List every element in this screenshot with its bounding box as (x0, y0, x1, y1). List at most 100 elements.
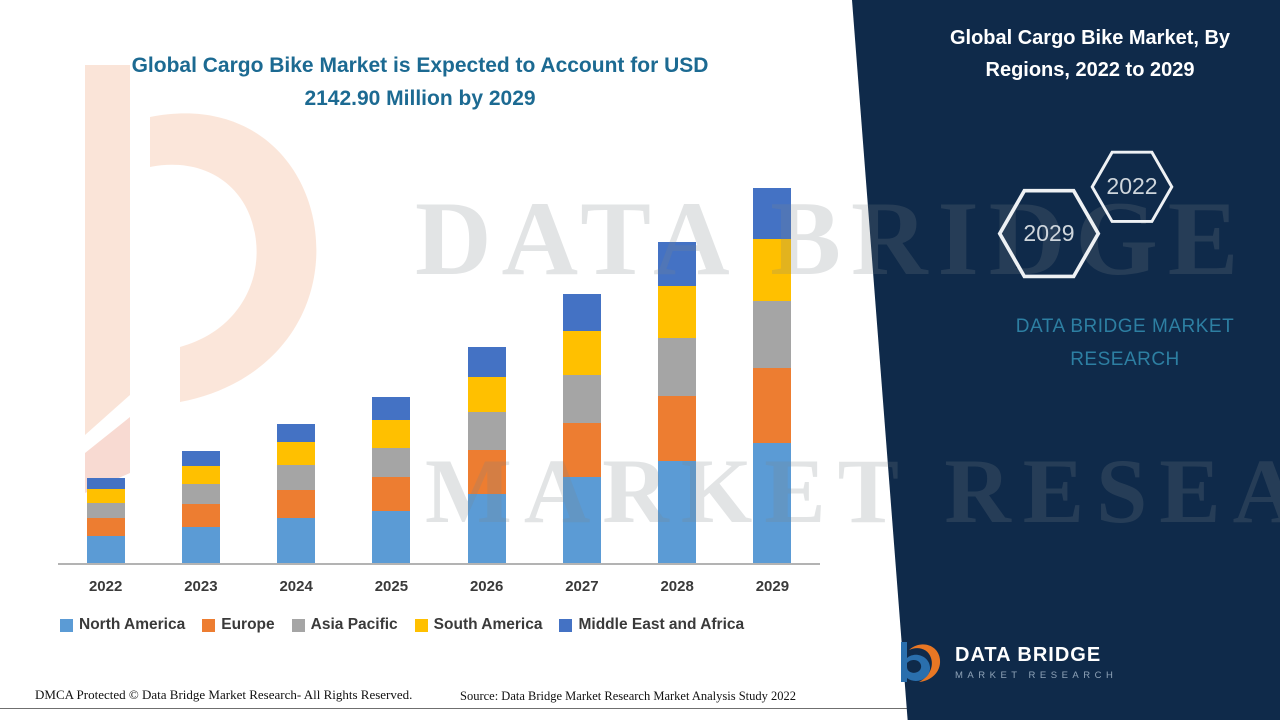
bar-segment-south-america (277, 442, 316, 465)
stacked-bar-2029 (753, 178, 792, 563)
hexagon-2029: 2029 (997, 188, 1101, 279)
stacked-bar-2022 (86, 178, 125, 563)
bar-segment-asia-pacific (562, 374, 601, 423)
bar-segment-south-america (562, 331, 601, 375)
stacked-bar-2028 (658, 178, 697, 563)
bar-segment-middle-east-and-africa (562, 294, 601, 332)
x-axis-label-2029: 2029 (755, 578, 790, 595)
dmca-notice: DMCA Protected © Data Bridge Market Rese… (35, 687, 413, 702)
legend-item-south-america: South America (414, 616, 543, 634)
bar-segment-north-america (277, 518, 316, 563)
x-axis-label-2022: 2022 (88, 578, 123, 595)
plot-area (58, 178, 820, 565)
bar-segment-europe (658, 395, 697, 461)
legend-label-europe: Europe (221, 616, 275, 633)
bar-segment-north-america (562, 477, 601, 563)
bar-group-2024 (249, 178, 344, 563)
bar-segment-middle-east-and-africa (86, 477, 125, 489)
legend-item-europe: Europe (202, 616, 275, 634)
panel-title: Global Cargo Bike Market, By Regions, 20… (949, 27, 1231, 81)
bar-segment-asia-pacific (86, 502, 125, 519)
x-axis-label-2024: 2024 (279, 578, 313, 595)
bar-segment-middle-east-and-africa (372, 397, 411, 421)
bar-segment-south-america (86, 488, 125, 503)
bar-group-2025 (344, 178, 439, 563)
bar-segment-europe (562, 423, 601, 478)
legend-label-north-america: North America (79, 616, 186, 633)
bar-segment-asia-pacific (467, 411, 506, 451)
bar-segment-north-america (372, 510, 411, 563)
bar-segment-north-america (753, 443, 792, 563)
legend-swatch-north-america (60, 618, 73, 632)
legend-item-north-america: North America (60, 616, 185, 634)
bar-segment-europe (181, 504, 220, 528)
bar-segment-south-america (372, 420, 411, 448)
x-axis-label-2025: 2025 (374, 578, 409, 595)
bar-segment-asia-pacific (372, 447, 411, 478)
bar-segment-north-america (181, 527, 220, 563)
x-axis-label-2023: 2023 (184, 578, 218, 595)
databridge-logo-icon (901, 642, 941, 682)
hexagon-2022: 2022 (1090, 150, 1174, 224)
bar-segment-north-america (658, 460, 697, 563)
bar-segment-middle-east-and-africa (467, 347, 506, 377)
bar-segment-north-america (86, 535, 125, 563)
bar-segment-north-america (467, 493, 506, 563)
bar-segment-europe (467, 450, 506, 494)
legend-item-middle-east-and-africa: Middle East and Africa (559, 616, 744, 634)
bar-segment-asia-pacific (181, 484, 220, 505)
bar-group-2029 (725, 178, 820, 563)
bar-segment-middle-east-and-africa (658, 242, 697, 286)
bar-segment-europe (86, 518, 125, 536)
legend-swatch-europe (202, 618, 216, 632)
legend-swatch-south-america (414, 618, 428, 632)
logo-watermark (85, 65, 317, 493)
stacked-bar-2025 (372, 178, 411, 563)
stacked-bar-2026 (467, 178, 506, 563)
source-note: Source: Data Bridge Market Research Mark… (460, 689, 797, 703)
x-axis-label-2026: 2026 (469, 578, 504, 595)
hexagon-2029-label: 2029 (1023, 220, 1075, 247)
x-axis-label-2028: 2028 (660, 578, 694, 595)
bar-segment-south-america (753, 239, 792, 301)
footer-divider (0, 708, 1280, 709)
bar-group-2022 (58, 178, 153, 563)
legend-label-middle-east-and-africa: Middle East and Africa (578, 616, 745, 633)
side-panel (852, 0, 1280, 720)
bar-segment-asia-pacific (658, 338, 697, 396)
bar-segment-middle-east-and-africa (181, 451, 220, 466)
databridge-logo: DATA BRIDGE MARKET RESEARCH (893, 636, 1117, 688)
bar-segment-middle-east-and-africa (753, 188, 792, 240)
bar-segment-asia-pacific (277, 465, 316, 491)
hexagon-2022-label: 2022 (1106, 173, 1158, 200)
x-axis-labels: 2022 2023 2024 2025 2026 2027 2028 2029 (58, 572, 820, 595)
legend-item-asia-pacific: Asia Pacific (291, 616, 398, 634)
databridge-logo-text: DATA BRIDGE MARKET RESEARCH (955, 644, 1117, 681)
stacked-bar-2024 (277, 178, 316, 563)
legend-swatch-middle-east-and-africa (559, 618, 573, 632)
bar-segment-south-america (467, 376, 506, 412)
bar-segment-middle-east-and-africa (277, 423, 316, 443)
x-axis-label-2027: 2027 (565, 578, 599, 595)
legend-label-south-america: South America (433, 616, 543, 633)
logo-subtitle: MARKET RESEARCH (955, 669, 1118, 681)
chart-legend: North America Europe Asia Pacific South Ame… (60, 616, 840, 634)
legend-label-asia-pacific: Asia Pacific (310, 616, 398, 633)
bar-segment-europe (277, 490, 316, 519)
legend-swatch-asia-pacific (291, 618, 305, 632)
bar-segment-south-america (658, 285, 697, 339)
bar-segment-asia-pacific (753, 300, 792, 368)
brand-text: DATA BRIDGE MARKET RESEARCH (1015, 316, 1235, 371)
bar-segment-europe (753, 367, 792, 444)
logo-name: DATA BRIDGE (955, 643, 1102, 666)
bar-group-2028 (630, 178, 725, 563)
stacked-bar-2023 (181, 178, 220, 563)
page-title: Global Cargo Bike Market is Expected to … (131, 54, 709, 110)
bar-group-2026 (439, 178, 534, 563)
bar-group-2023 (153, 178, 248, 563)
stacked-bar-2027 (562, 178, 601, 563)
bar-segment-south-america (181, 465, 220, 485)
bar-group-2027 (534, 178, 629, 563)
bar-segment-europe (372, 477, 411, 511)
